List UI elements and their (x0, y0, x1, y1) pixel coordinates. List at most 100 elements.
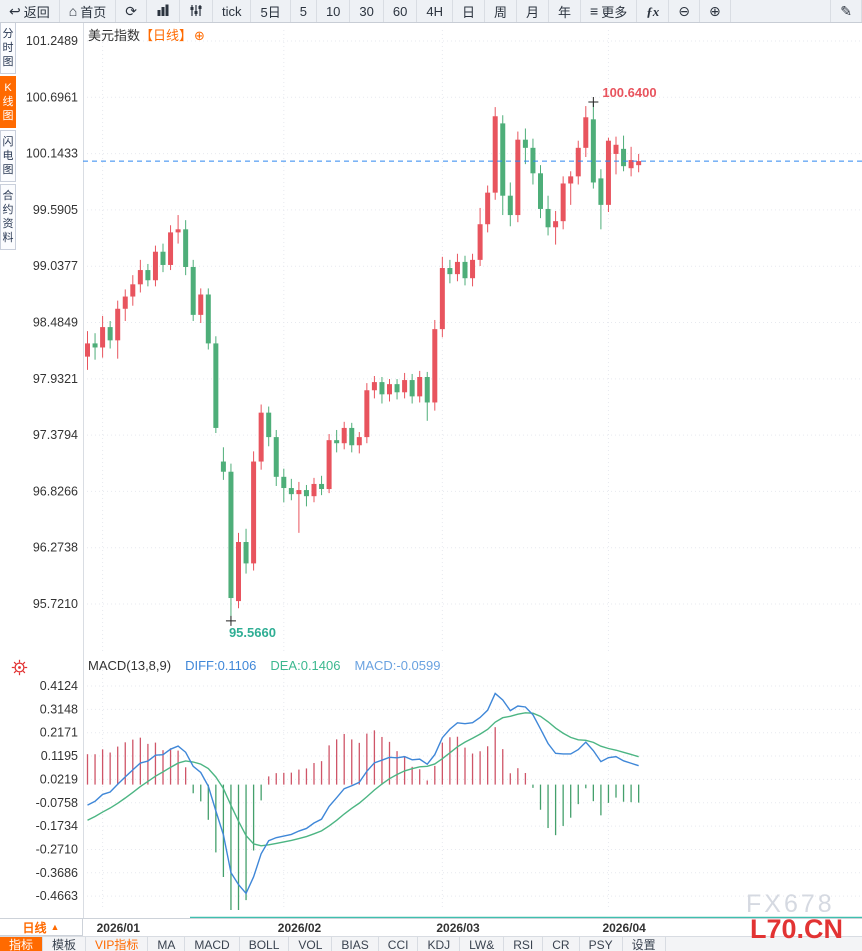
indicator-settings-icon[interactable] (11, 659, 28, 681)
symbol-name: 美元指数 (88, 28, 141, 43)
period-day-button[interactable]: 日 (453, 0, 485, 22)
zoom-in-button[interactable]: ⊕ (700, 0, 731, 22)
chart-type-button[interactable] (147, 0, 180, 22)
period-5d-button[interactable]: 5日 (251, 0, 291, 22)
macd-header: MACD(13,8,9) DIFF:0.1106 DEA:0.1406 MACD:-0… (88, 658, 454, 673)
period-week-button[interactable]: 周 (485, 0, 517, 22)
low-price-label: 95.5660 (229, 625, 276, 640)
period-year-button[interactable]: 年 (549, 0, 582, 22)
svg-text:98.4849: 98.4849 (33, 316, 78, 330)
indicator-tab-vol[interactable]: VOL (289, 937, 333, 951)
svg-text:0.0219: 0.0219 (40, 772, 78, 786)
period-30-button[interactable]: 30 (350, 0, 384, 22)
zoom-out-icon: ⊖ (678, 3, 690, 19)
formula-icon: ƒx (646, 3, 660, 19)
svg-text:101.2489: 101.2489 (26, 34, 78, 48)
svg-text:97.9321: 97.9321 (33, 372, 78, 386)
high-price-label: 100.6400 (602, 85, 656, 100)
indicator-tab-kdj[interactable]: KDJ (418, 937, 461, 951)
svg-text:97.3794: 97.3794 (33, 428, 78, 442)
candlestick-chart[interactable]: 101.2489 100.6961 100.1433 99.5905 99.0377 98… (0, 22, 862, 652)
period-month-button[interactable]: 月 (517, 0, 550, 22)
svg-text:96.8266: 96.8266 (33, 484, 78, 498)
period-5d-label: 5日 (260, 4, 281, 20)
sidebar-tab-lightning-chart[interactable]: 闪电图 (0, 130, 16, 182)
svg-text:-0.4663: -0.4663 (36, 889, 78, 903)
top-toolbar: ↩ 返回 ⌂ 首页 ⟳ tick 5日 5 10 30 60 4H 日周月年 ≡ 更多 ƒx ⊖ ⊕ ✎ (0, 0, 862, 23)
home-icon: ⌂ (68, 3, 78, 19)
indicator-tab-cci[interactable]: CCI (379, 937, 419, 951)
period-month-label: 月 (526, 4, 540, 20)
interval-selector-arrow: ▲ (50, 922, 60, 932)
date-axis-label: 2026/04 (602, 921, 646, 935)
macd-diff-value: DIFF:0.1106 (185, 658, 257, 673)
svg-text:95.7210: 95.7210 (33, 597, 78, 611)
chart-type-icon (156, 4, 170, 19)
indicator-tab-bias[interactable]: BIAS (332, 937, 379, 951)
indicator-tab-模板[interactable]: 模板 (43, 937, 87, 951)
date-axis-label: 2026/02 (277, 921, 322, 935)
sidebar-tab-contract-info[interactable]: 合约资料 (0, 184, 16, 250)
svg-text:99.5905: 99.5905 (33, 203, 78, 217)
zoom-in-icon: ⊕ (708, 3, 721, 19)
macd-bar-value: MACD:-0.0599 (354, 658, 441, 673)
interval-tag: 【日线】 (140, 28, 193, 43)
draw-button[interactable]: ✎ (830, 0, 862, 22)
period-60-label: 60 (392, 3, 408, 19)
interval-selector[interactable]: 日线 ▲ (0, 919, 83, 936)
main-grid: 101.2489 100.6961 100.1433 99.5905 99.0377 98… (26, 30, 862, 652)
period-5-button[interactable]: 5 (291, 0, 317, 22)
macd-params: MACD(13,8,9) (88, 658, 172, 673)
back-icon: ↩ (9, 3, 21, 19)
refresh-icon: ⟳ (125, 3, 137, 19)
svg-text:100.6961: 100.6961 (26, 90, 78, 104)
dea-line (87, 712, 639, 847)
date-axis-label: 2026/01 (96, 921, 140, 935)
indicator-tab-macd[interactable]: MACD (185, 937, 240, 951)
indicator-panel-button[interactable] (180, 0, 213, 22)
period-30-label: 30 (359, 3, 374, 19)
add-compare-icon[interactable]: ⊕ (194, 28, 205, 43)
indicator-tab-psy[interactable]: PSY (580, 937, 623, 951)
back-label: 返回 (23, 4, 50, 20)
high-crosshair (588, 97, 599, 108)
period-4h-button[interactable]: 4H (417, 0, 453, 22)
period-60-button[interactable]: 60 (384, 0, 418, 22)
indicator-tab-lw&[interactable]: LW& (460, 937, 505, 951)
draw-icon: ✎ (840, 3, 852, 19)
svg-text:0.4124: 0.4124 (40, 679, 78, 693)
period-day-label: 日 (461, 4, 475, 20)
date-axis-label: 2026/03 (436, 921, 480, 935)
macd-histogram (86, 727, 640, 910)
indicator-tab-boll[interactable]: BOLL (240, 937, 290, 951)
svg-text:-0.3686: -0.3686 (36, 866, 78, 880)
back-button[interactable]: ↩ 返回 (0, 0, 60, 22)
indicator-tab-设置[interactable]: 设置 (623, 937, 666, 951)
svg-text:100.1433: 100.1433 (26, 147, 78, 161)
more-button[interactable]: ≡ 更多 (581, 0, 638, 22)
period-tick-button[interactable]: tick (213, 0, 252, 22)
zoom-out-button[interactable]: ⊖ (669, 0, 700, 22)
macd-chart[interactable]: 0.4124 0.3148 0.2171 0.1195 0.0219 -0.0758 -0.… (0, 652, 862, 919)
sidebar-tab-time-chart[interactable]: 分时图 (0, 22, 16, 74)
indicator-tab-cr[interactable]: CR (543, 937, 580, 951)
period-week-label: 周 (493, 4, 507, 20)
svg-text:0.1195: 0.1195 (41, 749, 78, 763)
indicator-tab-ma[interactable]: MA (148, 937, 186, 951)
indicator-tab-指标[interactable]: 指标 (0, 937, 44, 951)
formula-button[interactable]: ƒx (637, 0, 670, 22)
svg-text:-0.0758: -0.0758 (36, 796, 78, 810)
indicator-tab-vip指标[interactable]: VIP指标 (86, 937, 149, 951)
refresh-button[interactable]: ⟳ (116, 0, 147, 22)
indicator-tabbar: 指标 模板 VIP指标 MA MACD BOLL VOL BIAS CCI KDJ LW& RSI CR… (0, 936, 862, 951)
home-label: 首页 (80, 4, 107, 20)
svg-text:96.2738: 96.2738 (33, 541, 78, 555)
home-button[interactable]: ⌂ 首页 (60, 0, 117, 22)
svg-text:-0.2710: -0.2710 (36, 842, 78, 856)
period-10-button[interactable]: 10 (317, 0, 351, 22)
indicator-tab-rsi[interactable]: RSI (504, 937, 544, 951)
more-label: 更多 (601, 4, 628, 20)
